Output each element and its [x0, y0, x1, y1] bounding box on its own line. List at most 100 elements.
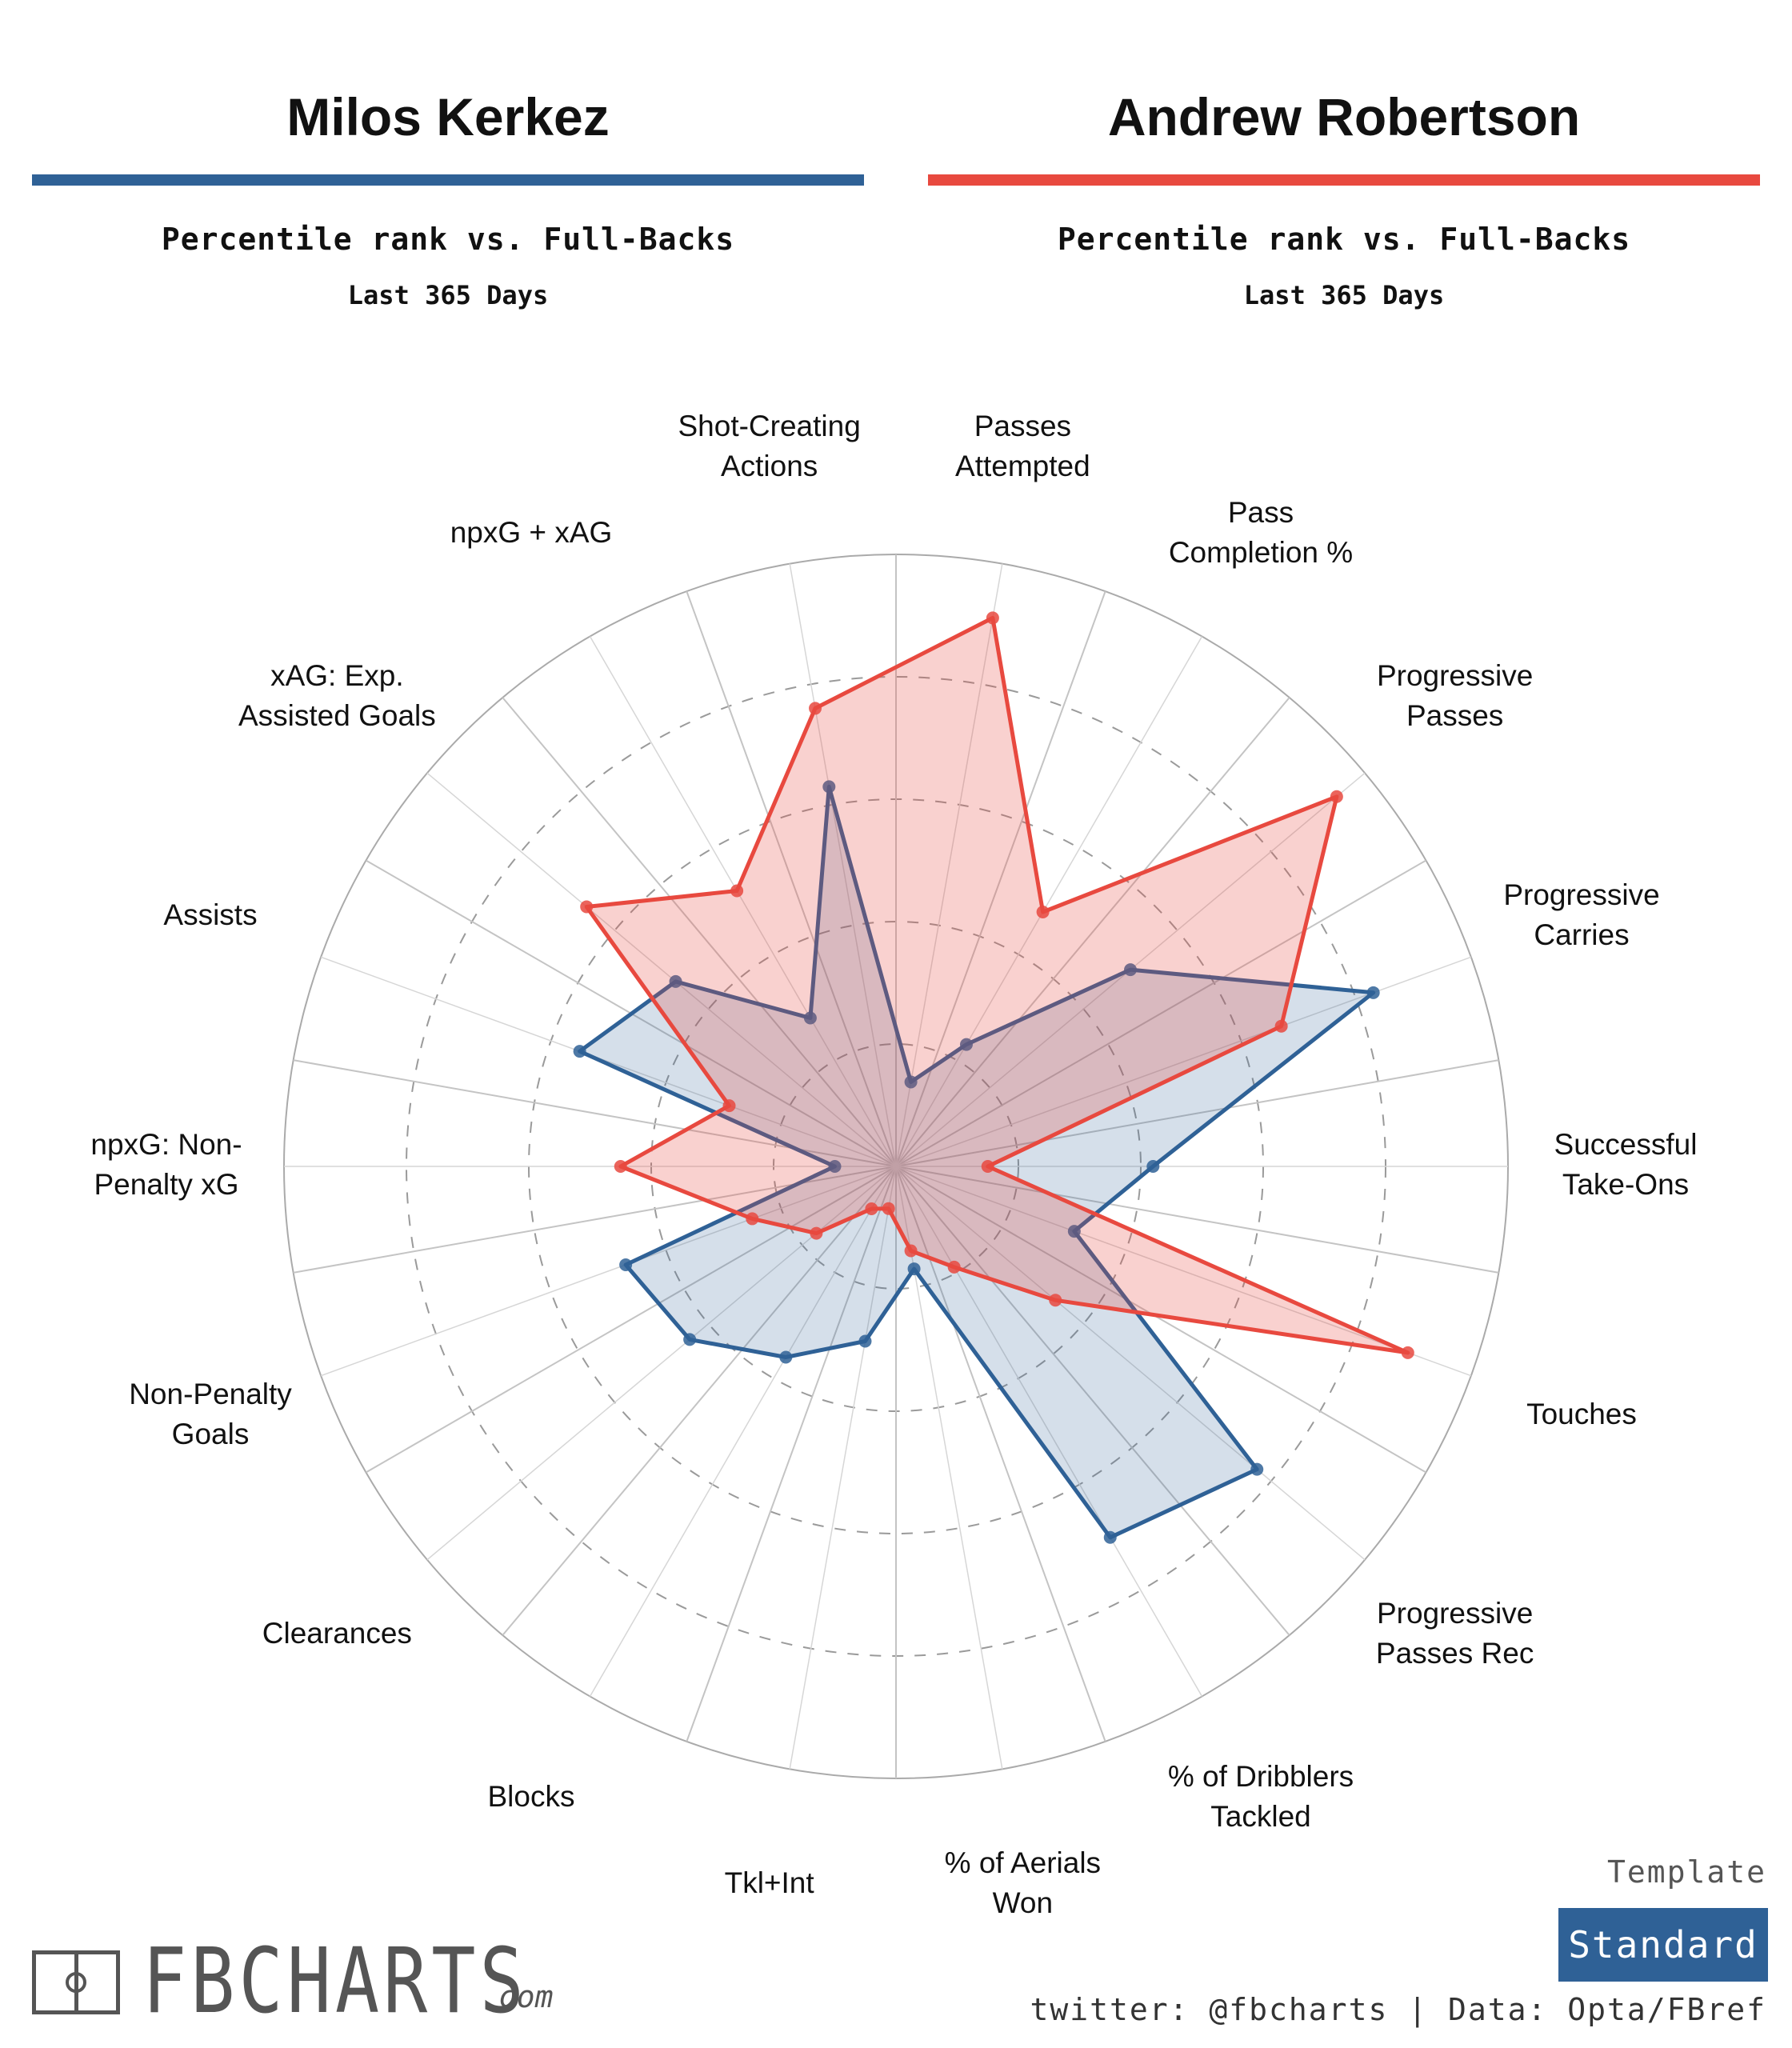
axis-label: Progressive Carries: [1503, 878, 1659, 951]
axis-label-line: Successful: [1554, 1128, 1698, 1161]
axis-label-line: Progressive: [1377, 659, 1533, 692]
axis-label-line: npxG + xAG: [450, 516, 613, 549]
series-1: [573, 780, 1380, 1544]
axis-spoke: [789, 563, 897, 1167]
axis-label: Tkl+Int: [725, 1866, 815, 1899]
sector-line: [686, 1166, 897, 1742]
axis-label-line: Passes Rec: [1376, 1637, 1534, 1670]
player-1-period: Last 365 Days: [347, 280, 549, 310]
data-point: [669, 974, 682, 988]
axis-label-line: Take-Ons: [1562, 1168, 1689, 1201]
axis-label-line: % of Aerials: [945, 1846, 1101, 1879]
player-1-color-bar: [32, 174, 864, 186]
data-point: [986, 611, 999, 625]
axis-label: % of Aerials Won: [945, 1846, 1101, 1919]
axis-label: npxG: Non- Penalty xG: [90, 1128, 242, 1201]
axis-label-line: Non-Penalty: [129, 1378, 292, 1410]
axis-label: npxG + xAG: [450, 516, 613, 549]
data-point: [810, 1226, 823, 1240]
template-badge: Standard: [1558, 1908, 1768, 1982]
data-point: [1146, 1160, 1160, 1173]
data-point: [683, 1333, 697, 1346]
axis-label-line: Pass: [1228, 496, 1294, 529]
sector-line: [895, 859, 1427, 1167]
axis-spoke: [589, 636, 897, 1167]
axis-spoke: [320, 1166, 897, 1377]
axis-labels: Passes Attempted Pass Completion % Progressi…: [90, 410, 1697, 1919]
axis-label-line: Assists: [163, 898, 257, 931]
sector-line: [895, 1166, 1290, 1636]
axis-label-line: npxG: Non-: [90, 1128, 242, 1161]
axis-label: xAG: Exp. Assisted Goals: [238, 659, 436, 732]
axis-label: Assists: [163, 898, 257, 931]
axis-label-line: Penalty xG: [94, 1168, 239, 1201]
axis-label-line: Passes: [1406, 699, 1503, 732]
data-point: [803, 1011, 817, 1025]
axis-label: Shot-Creating Actions: [678, 410, 860, 482]
axis-label: % of Dribblers Tackled: [1168, 1760, 1354, 1833]
axis-label: Non-Penalty Goals: [129, 1378, 292, 1450]
player-2-subtitle: Percentile rank vs. Full-Backs: [1057, 222, 1631, 257]
axis-label-line: Carries: [1534, 918, 1629, 951]
sector-line: [895, 1059, 1499, 1167]
data-point: [1103, 1530, 1117, 1544]
axis-label-line: Won: [993, 1886, 1053, 1919]
sector-line: [895, 1166, 1106, 1742]
axis-spoke: [589, 1166, 897, 1697]
data-point: [828, 1160, 842, 1173]
player-1-name: Milos Kerkez: [286, 87, 610, 146]
axis-spoke: [895, 1166, 1366, 1561]
data-point: [614, 1160, 627, 1173]
sector-line: [686, 590, 897, 1167]
series-2: [580, 611, 1414, 1359]
axis-label-line: Blocks: [488, 1780, 575, 1813]
data-point: [1067, 1225, 1081, 1238]
data-point: [1366, 986, 1380, 999]
credits: twitter: @fbcharts | Data: Opta/FBref: [1030, 1992, 1766, 2027]
data-point: [907, 1262, 921, 1276]
axis-label: Pass Completion %: [1169, 496, 1353, 569]
data-point: [619, 1258, 633, 1271]
axis-spoke: [895, 636, 1203, 1167]
axis-label: Progressive Passes: [1377, 659, 1533, 732]
data-point: [1049, 1294, 1062, 1307]
data-point: [730, 884, 744, 898]
data-point: [882, 1202, 895, 1215]
data-point: [722, 1099, 736, 1113]
logo-text: FBCHARTS: [142, 1930, 528, 2034]
data-point: [1036, 905, 1050, 918]
data-point: [580, 900, 594, 914]
data-point: [822, 780, 836, 794]
data-point: [904, 1075, 918, 1089]
radar-series: [573, 611, 1414, 1544]
axis-spoke: [426, 772, 897, 1167]
sector-line: [895, 1166, 1427, 1474]
axis-label: Blocks: [488, 1780, 575, 1813]
axis-spoke: [789, 1166, 897, 1770]
data-point: [1250, 1462, 1264, 1476]
player-2-period: Last 365 Days: [1243, 280, 1445, 310]
data-point: [947, 1260, 961, 1274]
sector-line: [895, 1166, 1499, 1274]
axis-label: Touches: [1526, 1398, 1637, 1430]
pitch-icon: [32, 1950, 120, 2014]
data-point: [959, 1038, 973, 1051]
axis-label-line: Tkl+Int: [725, 1866, 815, 1899]
fbcharts-logo: FBCHARTS .com: [32, 1930, 592, 2034]
axis-label-line: Progressive: [1503, 878, 1659, 911]
data-point: [1124, 963, 1138, 977]
axis-label-line: Clearances: [262, 1617, 412, 1650]
logo-suffix: .com: [480, 1979, 554, 2014]
player-2-name: Andrew Robertson: [1107, 87, 1581, 146]
data-point: [904, 1244, 918, 1258]
data-point: [1274, 1019, 1288, 1033]
axis-label-line: Shot-Creating: [678, 410, 860, 442]
axis-label-line: Assisted Goals: [238, 699, 436, 732]
data-point: [1330, 790, 1343, 803]
axis-spoke: [320, 956, 897, 1167]
data-point: [779, 1350, 793, 1364]
template-label: Template: [1606, 1854, 1766, 1890]
axis-label: Passes Attempted: [955, 410, 1090, 482]
axis-label-line: Actions: [721, 450, 818, 482]
data-point: [573, 1045, 586, 1058]
